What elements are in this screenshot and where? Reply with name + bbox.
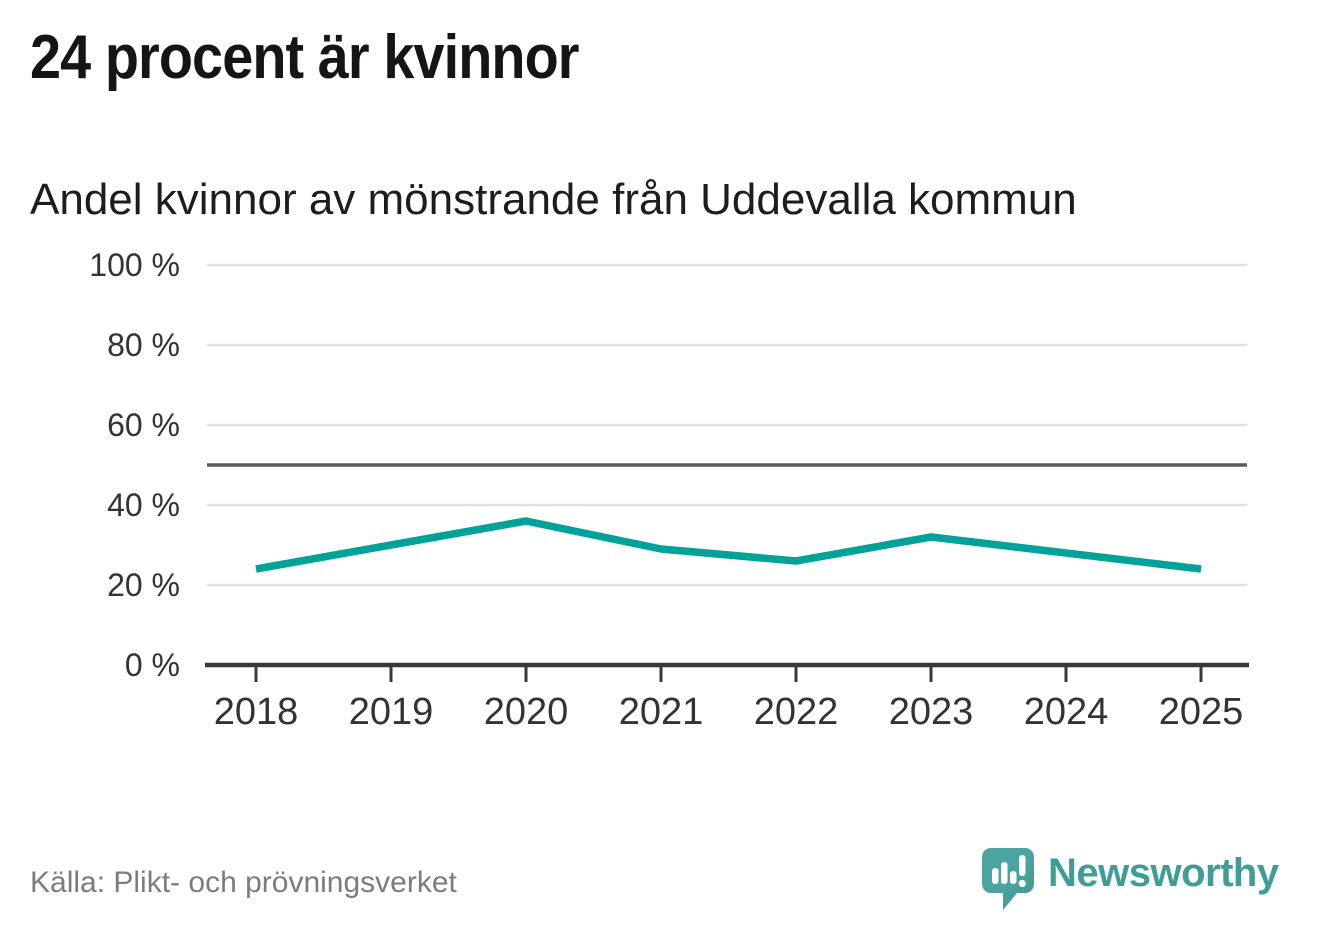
x-axis-label: 2021	[619, 691, 704, 733]
source-note: Källa: Plikt- och prövningsverket	[30, 866, 457, 899]
y-axis-label: 100 %	[89, 247, 180, 283]
line-chart: 0 % 20 % 40 % 60 % 80 % 100 % 2018 2019 2020 2021…	[89, 247, 1249, 733]
logo-bar-2	[1001, 862, 1008, 884]
newsworthy-wordmark: Newsworthy	[1048, 851, 1279, 895]
x-axis-label: 2025	[1159, 691, 1244, 733]
logo-exclamation-bar	[1019, 855, 1026, 876]
logo-bar-3	[1010, 871, 1017, 884]
y-axis-label: 0 %	[125, 647, 180, 683]
y-axis-label: 20 %	[107, 567, 180, 603]
y-axis-label: 60 %	[107, 407, 180, 443]
x-axis-label: 2019	[349, 691, 434, 733]
data-line	[255, 517, 1202, 573]
logo-bar-1	[992, 868, 999, 884]
x-axis-label: 2018	[214, 691, 299, 733]
y-axis-label: 80 %	[107, 327, 180, 363]
x-axis-label: 2023	[889, 691, 974, 733]
chart-subtitle: Andel kvinnor av mönstrande från Uddeval…	[30, 175, 1077, 224]
y-axis-label: 40 %	[107, 487, 180, 523]
x-axis-label: 2024	[1024, 691, 1109, 733]
speech-bubble-bar-chart-icon	[982, 848, 1034, 910]
x-axis-label: 2022	[754, 691, 839, 733]
x-axis-label: 2020	[484, 691, 569, 733]
page-title: 24 procent är kvinnor	[30, 23, 579, 92]
logo-exclamation-dot	[1018, 879, 1026, 888]
logo-bubble	[982, 848, 1034, 910]
